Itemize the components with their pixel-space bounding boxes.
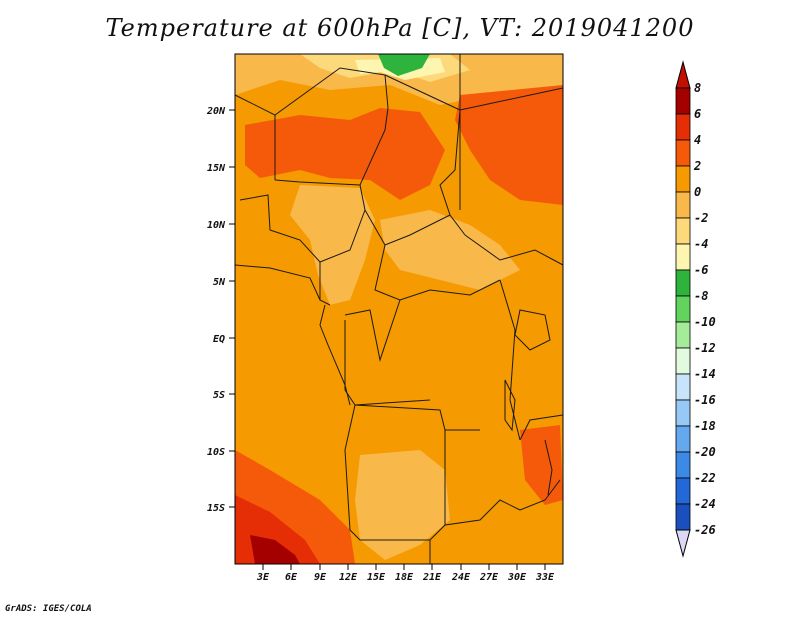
colorbar-top-arrow [675, 60, 691, 89]
colorbar-cell [675, 191, 691, 219]
colorbar-label: 6 [694, 107, 701, 121]
lat-label: 5N [213, 277, 226, 288]
temperature-shading [235, 54, 563, 564]
colorbar-label: -8 [694, 289, 708, 303]
border-angola-north [354, 404, 480, 431]
lake-victoria [514, 309, 551, 351]
border-car-south [374, 244, 501, 301]
lake-tanganyika [504, 379, 516, 432]
shading-lakes-red [520, 425, 563, 505]
colorbar-cell [675, 269, 691, 297]
colorbar-label: -26 [694, 523, 716, 537]
map-title: Temperature at 600hPa [C], VT: 201904120… [105, 14, 695, 42]
colorbar-label: 4 [694, 133, 701, 147]
colorbar-label: -16 [694, 393, 716, 407]
border-mali-niger [234, 94, 276, 180]
shading-southwest-darkred [250, 535, 300, 564]
map-frame [234, 53, 564, 565]
colorbar-label: -10 [694, 315, 716, 329]
border-zambia [444, 430, 521, 526]
coastline-gabon [319, 304, 351, 406]
border-congo [344, 299, 401, 362]
colorbar-cell [675, 399, 691, 427]
lon-label: 27E [479, 572, 499, 583]
border-sudan-ssudan [464, 234, 564, 266]
colorbar-label: -18 [694, 419, 716, 433]
lat-label: 10S [207, 447, 225, 458]
colorbar-cell [675, 217, 691, 245]
colorbar-cell [675, 477, 691, 505]
colorbar-label: 2 [693, 159, 701, 173]
grads-credit: GrADS: IGES/COLA [5, 604, 92, 614]
colorbar-cell [675, 347, 691, 375]
colorbar-cell [675, 165, 691, 193]
border-angola-south [344, 404, 446, 541]
border-drc-east [499, 279, 521, 441]
colorbar-label: -22 [694, 471, 716, 485]
lon-label: 12E [339, 572, 358, 583]
colorbar-label: -12 [694, 341, 716, 355]
colorbar-label: -20 [694, 445, 716, 459]
colorbar-cell [675, 139, 691, 167]
colorbar-cell [675, 243, 691, 271]
colorbar-cell [675, 295, 691, 323]
coastline-gulf [234, 264, 331, 306]
colorbar-bottom-arrow [675, 529, 691, 558]
colorbar-cell [675, 503, 691, 531]
border-chad-sudan [439, 109, 466, 236]
border-west-africa [239, 194, 321, 263]
lon-label: 9E [314, 572, 327, 583]
lon-label: 24E [451, 572, 471, 583]
colorbar-label: 0 [694, 185, 701, 199]
lon-label: 18E [395, 572, 414, 583]
lat-label: 5S [213, 390, 225, 401]
lat-label: EQ [213, 334, 225, 345]
border-algeria-niger [274, 67, 389, 116]
shading-sahel-red [245, 108, 445, 200]
lon-label: 30E [507, 572, 527, 583]
shading-central-light [290, 185, 375, 305]
border-nigeria-cameroon [319, 184, 366, 300]
lat-label: 10N [207, 220, 226, 231]
longitude-axis: 3E 6E 9E 12E 15E 18E 21E 24E 27E 30E 33E [256, 564, 555, 583]
lon-label: 15E [367, 572, 386, 583]
lon-label: 3E [256, 572, 270, 583]
lat-label: 15S [207, 503, 225, 514]
colorbar-label: 8 [694, 81, 701, 95]
border-mozambique [519, 479, 561, 511]
country-borders [234, 54, 564, 564]
shading-angola-light [355, 450, 450, 560]
lon-label: 33E [535, 572, 555, 583]
lon-label: 21E [422, 572, 442, 583]
colorbar: 8 6 4 2 0 -2 -4 -6 -8 -10 -12 -14 -16 -18 -20 -22 -24 -26 [675, 60, 716, 558]
border-chad-car [364, 209, 451, 246]
lake-malawi [544, 439, 553, 496]
shading-chad-light [380, 210, 520, 290]
lat-label: 20N [206, 106, 226, 117]
colorbar-label: -24 [694, 497, 716, 511]
shading-north-green [378, 54, 430, 76]
colorbar-label: -4 [694, 237, 708, 251]
latitude-axis: 20N 15N 10N 5N EQ 5S 10S 15S [206, 106, 235, 514]
colorbar-cell [675, 87, 691, 115]
border-tanzania [519, 414, 564, 441]
colorbar-label: -14 [694, 367, 716, 381]
shading-sudan-red [455, 85, 563, 205]
colorbar-cell [675, 451, 691, 479]
border-egypt-sudan [459, 87, 564, 111]
colorbar-label: -2 [694, 211, 708, 225]
colorbar-cell [675, 373, 691, 401]
colorbar-cell [675, 425, 691, 453]
colorbar-label: -6 [694, 263, 708, 277]
lon-label: 6E [285, 572, 298, 583]
colorbar-cell [675, 113, 691, 141]
colorbar-cell [675, 321, 691, 349]
border-drc-west [344, 320, 431, 406]
lat-label: 15N [207, 163, 226, 174]
